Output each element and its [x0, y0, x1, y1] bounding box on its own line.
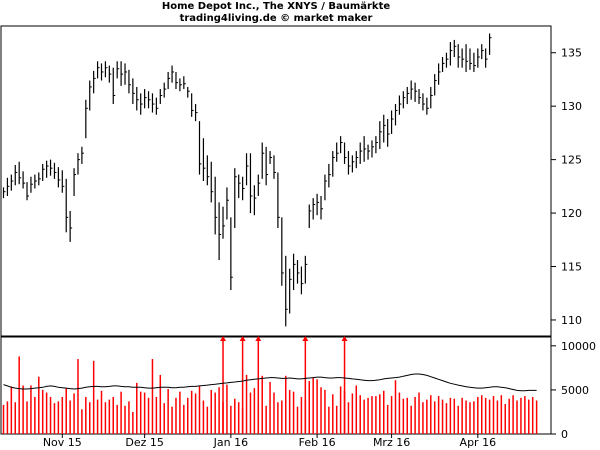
price-axis-tick-label: 130	[561, 100, 582, 113]
x-axis-tick-label: Nov 15	[43, 436, 82, 449]
x-axis-tick-label: Apr 16	[460, 436, 497, 449]
x-axis-tick-label: Dez 15	[125, 436, 164, 449]
chart-title: Home Depot Inc., The XNYS / Baumärkte	[161, 1, 391, 12]
volume-axis-tick-label: 10000	[561, 340, 596, 353]
volume-clip-arrow	[239, 336, 246, 341]
price-panel-frame	[0, 25, 552, 337]
price-axis-tick-label: 135	[561, 47, 582, 60]
price-axis-tick-label: 115	[561, 261, 582, 274]
volume-moving-average-line	[3, 373, 537, 392]
x-axis-tick-label: Jan 16	[213, 436, 248, 449]
volume-clip-arrow	[220, 336, 227, 341]
volume-panel-frame	[0, 336, 552, 435]
price-axis-tick-label: 120	[561, 207, 582, 220]
price-axis-tick-label: 125	[561, 154, 582, 167]
price-axis-tick-label: 110	[561, 314, 582, 327]
volume-clip-arrow	[255, 336, 262, 341]
volume-axis-tick-label: 5000	[561, 384, 589, 397]
volume-clip-arrow	[302, 336, 309, 341]
volume-clip-arrow	[341, 336, 348, 341]
x-axis-tick-label: Feb 16	[299, 436, 336, 449]
x-axis-tick-label: Mrz 16	[373, 436, 410, 449]
volume-axis-tick-label: 0	[561, 428, 568, 441]
chart-subtitle: trading4living.de © market maker	[179, 13, 373, 24]
